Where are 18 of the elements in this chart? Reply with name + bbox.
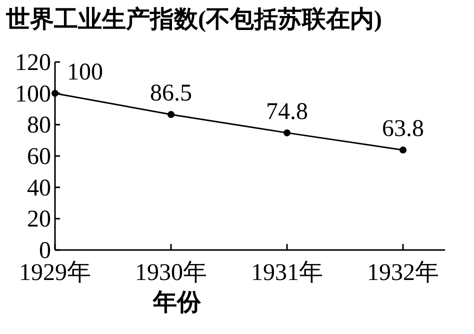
data-label: 63.8 (382, 116, 424, 142)
y-tick-label: 100 (15, 81, 51, 108)
y-tick-label: 80 (27, 112, 51, 139)
y-tick-label: 40 (27, 175, 51, 202)
point (284, 129, 290, 136)
point (400, 146, 406, 154)
data-label: 100 (67, 59, 103, 86)
y-tick-label: 120 (15, 50, 51, 76)
y-tick-label: 20 (27, 206, 51, 233)
point (168, 110, 174, 118)
x-tick-label: 1932年 (367, 260, 439, 286)
data-label: 86.5 (150, 80, 192, 106)
chart-title: 世界工业生产指数(不包括苏联在内) (5, 6, 382, 33)
y-tick-label: 60 (27, 144, 51, 170)
x-tick-label: 1931年 (251, 260, 323, 286)
data-label: 74.8 (266, 98, 308, 125)
x-tick-label: 1930年 (135, 260, 207, 286)
x-axis-title: 年份 (152, 289, 202, 316)
